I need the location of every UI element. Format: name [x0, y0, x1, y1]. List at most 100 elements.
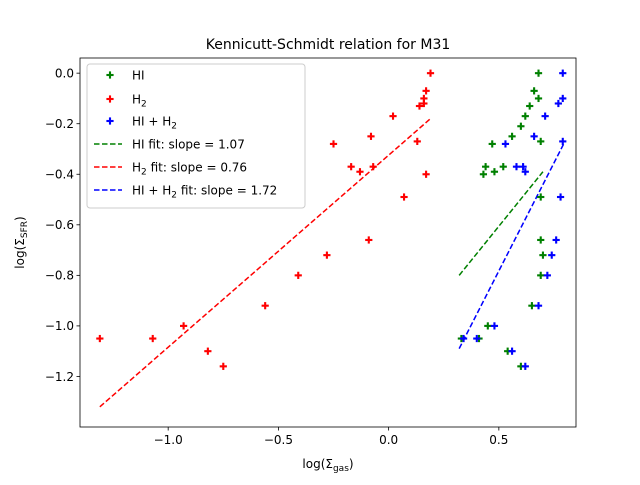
- x-tick-label: −1.0: [154, 433, 183, 447]
- x-tick-label: −0.5: [264, 433, 293, 447]
- data-point: [534, 69, 543, 77]
- data-point: [490, 168, 499, 176]
- data-point: [539, 251, 547, 259]
- legend-label-hi-h2-fit: HI + H2 fit: slope = 1.72: [132, 184, 277, 201]
- legend-entry-h2: H2: [106, 93, 147, 110]
- data-point: [559, 94, 567, 103]
- plot-area: [96, 69, 567, 408]
- data-point: [479, 170, 488, 178]
- legend-marker-h2: [106, 95, 114, 103]
- data-point: [530, 87, 538, 95]
- data-point: [508, 132, 516, 140]
- legend-label-h2: H2: [132, 93, 147, 110]
- legend-marker-glyph: [106, 71, 114, 79]
- data-point: [420, 94, 428, 103]
- x-axis-label-close: ): [349, 457, 354, 471]
- data-point: [548, 251, 556, 259]
- legend-label-hi-fit: HI fit: slope = 1.07: [132, 138, 245, 152]
- y-tick-label: −1.2: [45, 370, 74, 384]
- legend-entry-hi-fit: HI fit: slope = 1.07: [94, 138, 245, 152]
- data-point: [530, 132, 538, 140]
- legend-entry-hi-h2-fit: HI + H2 fit: slope = 1.72: [94, 184, 277, 201]
- data-point: [526, 102, 534, 110]
- data-point: [521, 168, 529, 176]
- legend-entry-hi-h2: HI + H2: [106, 115, 177, 132]
- data-point: [323, 251, 331, 259]
- data-point: [473, 334, 481, 343]
- legend-entry-hi: HI: [106, 69, 145, 83]
- data-point: [219, 362, 227, 370]
- data-point: [556, 193, 565, 201]
- y-tick-label: −0.4: [45, 168, 74, 182]
- chart-title: Kennicutt-Schmidt relation for M31: [206, 37, 451, 53]
- y-axis-label-sub: SFR: [20, 221, 30, 238]
- data-point: [537, 236, 545, 244]
- data-point: [369, 163, 377, 171]
- data-point: [400, 193, 408, 201]
- x-axis-label-main: log(Σ: [302, 457, 333, 471]
- fit-line-hi-fit-slope-1-07: [458, 171, 544, 276]
- data-point: [519, 163, 527, 171]
- data-point: [415, 102, 424, 110]
- series-hi: [457, 69, 547, 370]
- legend-label-h2-fit: H2 fit: slope = 0.76: [132, 161, 247, 178]
- x-tick-label: 0.5: [489, 433, 508, 447]
- data-point: [501, 140, 510, 148]
- data-point: [537, 271, 545, 279]
- data-point: [294, 271, 302, 279]
- data-point: [534, 302, 543, 310]
- legend-entry-h2-fit: H2 fit: slope = 0.76: [94, 161, 247, 178]
- ticks-layer: −1.0 −0.5 0.0 0.5 0.0 −0.2 −0.4 −0.6 −0.8 −1.0 −1.…: [45, 66, 509, 447]
- y-tick-label: 0.0: [55, 66, 74, 80]
- data-point: [552, 236, 560, 244]
- data-point: [517, 362, 525, 370]
- data-point: [537, 193, 545, 201]
- legend-label-hi: HI: [132, 69, 145, 83]
- plot-layer: [96, 69, 567, 408]
- data-point: [512, 163, 521, 171]
- legend: HI H2 HI + H2 HI fit: slope = 1.07 H2 fi…: [86, 63, 306, 209]
- series-h2: [96, 69, 435, 370]
- data-point: [96, 334, 104, 343]
- y-tick-label: −0.8: [45, 269, 74, 283]
- data-point: [356, 168, 364, 176]
- legend-box: [86, 63, 306, 209]
- y-axis-label-close: ): [13, 216, 27, 221]
- data-point: [426, 69, 435, 77]
- data-point: [389, 112, 397, 120]
- data-point: [413, 137, 421, 146]
- data-point: [367, 132, 375, 140]
- data-point: [543, 271, 551, 279]
- data-point: [422, 87, 430, 95]
- data-point: [521, 362, 529, 370]
- legend-marker-hi: [106, 71, 114, 79]
- legend-marker-hi-h2: [106, 117, 114, 125]
- data-point: [559, 137, 567, 146]
- x-tick-label: 0.0: [379, 433, 398, 447]
- y-tick-label: −0.6: [45, 218, 74, 232]
- data-point: [482, 163, 490, 171]
- data-point: [554, 99, 562, 108]
- legend-label-hi-h2: HI + H2: [132, 115, 177, 132]
- data-point: [508, 347, 516, 355]
- fit-line-hi-h2-fit-slope-1-72: [458, 141, 566, 349]
- plot-frame: [79, 57, 577, 428]
- data-point: [149, 334, 157, 343]
- data-point: [541, 112, 549, 120]
- data-point: [261, 302, 269, 310]
- data-point: [517, 122, 525, 130]
- data-point: [488, 140, 496, 148]
- x-axis-label-sub: gas: [333, 464, 349, 474]
- y-axis-label-main: log(Σ: [13, 238, 27, 269]
- data-point: [499, 163, 507, 171]
- legend-marker-glyph: [106, 117, 114, 125]
- data-point: [180, 322, 188, 330]
- x-axis-label: log(Σgas): [302, 457, 353, 474]
- data-point: [559, 69, 567, 77]
- data-point: [484, 322, 492, 330]
- data-point: [347, 163, 355, 171]
- data-point: [504, 347, 512, 355]
- data-point: [422, 170, 430, 178]
